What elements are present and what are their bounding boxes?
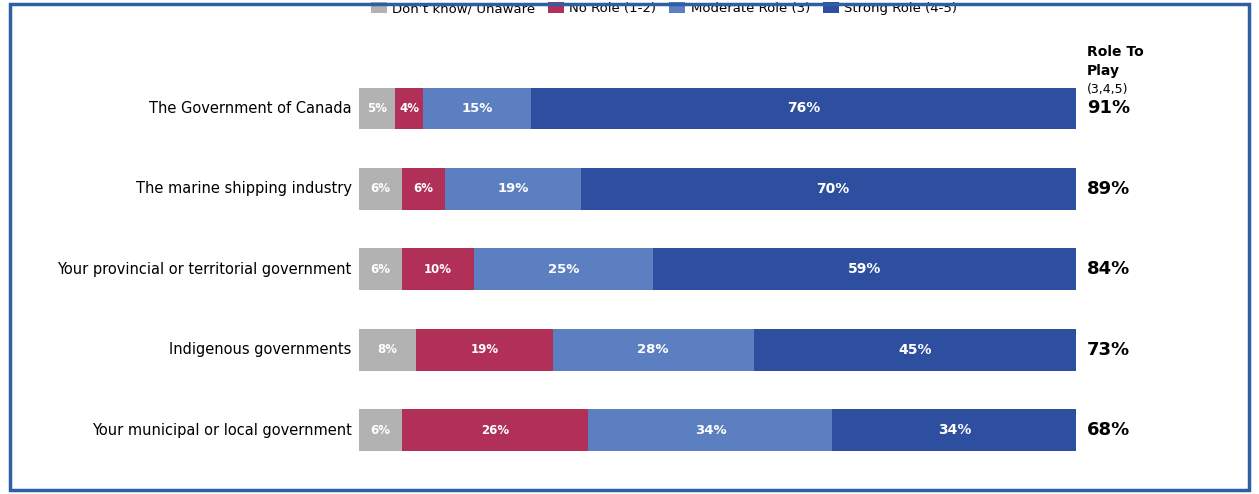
Bar [359,168,402,210]
Bar [402,248,473,290]
Text: 6%: 6% [370,423,390,437]
Text: 73%: 73% [1088,341,1131,359]
Bar [473,248,653,290]
Text: Role To: Role To [1088,44,1144,59]
Bar [832,409,1076,451]
Text: 26%: 26% [481,423,509,437]
Bar [588,409,832,451]
Bar [753,329,1076,370]
Text: 4%: 4% [399,102,419,115]
Text: 34%: 34% [938,423,971,437]
Text: 10%: 10% [424,263,452,276]
Text: 19%: 19% [497,182,529,195]
Bar [402,409,588,451]
Text: 6%: 6% [413,182,433,195]
Text: Your provincial or territorial government: Your provincial or territorial governmen… [58,262,351,277]
Text: Play: Play [1088,64,1121,78]
Text: 5%: 5% [366,102,387,115]
Bar [394,87,423,129]
Text: The marine shipping industry: The marine shipping industry [136,181,351,196]
Text: 68%: 68% [1088,421,1131,439]
Text: (3,4,5): (3,4,5) [1088,82,1129,95]
Bar [553,329,753,370]
Text: 19%: 19% [471,343,499,356]
Bar [653,248,1076,290]
Text: 91%: 91% [1088,99,1131,118]
Bar [359,409,402,451]
Legend: Don’t know/ Unaware, No Role (1-2), Moderate Role (3), Strong Role (4-5): Don’t know/ Unaware, No Role (1-2), Mode… [365,0,962,21]
Bar [582,168,1084,210]
Text: 8%: 8% [378,343,398,356]
Text: 76%: 76% [787,101,821,116]
Bar [423,87,531,129]
Text: Your municipal or local government: Your municipal or local government [92,422,351,438]
Bar [359,248,402,290]
Text: 6%: 6% [370,182,390,195]
Text: 45%: 45% [898,343,932,357]
Text: 89%: 89% [1088,180,1131,198]
Text: 15%: 15% [462,102,494,115]
Text: 70%: 70% [816,182,849,196]
Text: 25%: 25% [548,263,579,276]
Bar [359,87,394,129]
Text: 34%: 34% [695,423,726,437]
Text: 28%: 28% [637,343,669,356]
Bar [359,329,417,370]
Text: Indigenous governments: Indigenous governments [169,342,351,357]
Text: 84%: 84% [1088,260,1131,278]
Text: The Government of Canada: The Government of Canada [149,101,351,116]
Bar [417,329,553,370]
Bar [531,87,1076,129]
Text: 59%: 59% [849,262,881,276]
Text: 6%: 6% [370,263,390,276]
Bar [402,168,444,210]
Bar [444,168,582,210]
